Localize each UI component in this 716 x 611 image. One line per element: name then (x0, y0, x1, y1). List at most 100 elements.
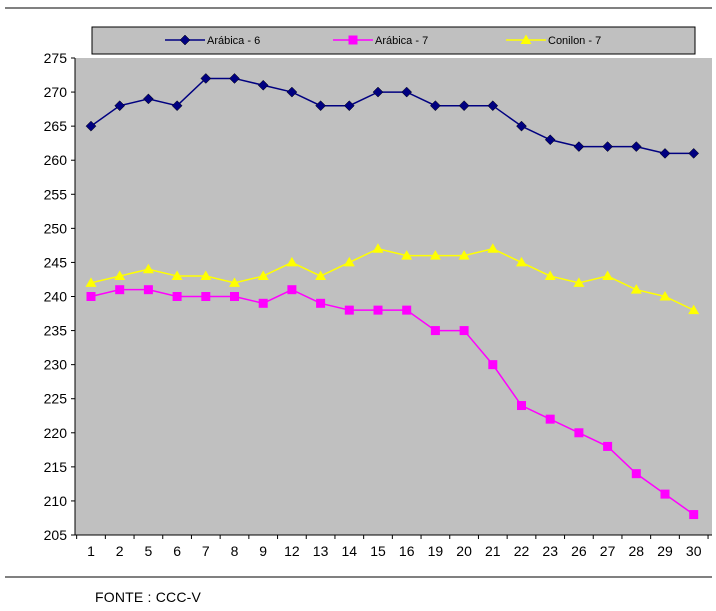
data-point (517, 401, 526, 411)
data-point (516, 120, 527, 132)
x-tick-label: 26 (571, 543, 587, 559)
data-point (258, 298, 268, 308)
data-point (114, 100, 126, 112)
data-point (372, 86, 384, 98)
x-tick-label: 6 (173, 543, 181, 559)
legend-box: Arábica - 6 Arábica - 7 Conilon - 7 (91, 26, 696, 55)
data-point (516, 256, 527, 267)
data-point (257, 79, 269, 91)
series-2 (86, 285, 699, 520)
data-point (315, 270, 327, 281)
x-tick-label: 27 (600, 543, 616, 559)
series-1 (85, 73, 700, 159)
data-point (688, 304, 700, 315)
data-point (286, 86, 298, 98)
x-tick-label: 8 (231, 543, 239, 559)
y-tick-label: 265 (44, 118, 68, 134)
data-point (660, 489, 670, 499)
series-3 (85, 243, 700, 315)
series-line (90, 248, 695, 311)
y-tick-label: 230 (44, 357, 68, 373)
legend-marker (179, 34, 191, 46)
x-tick-label: 7 (202, 543, 210, 559)
y-axis: 205 210 215 220 225 230 235 240 245 250 255 260 265 2… (44, 50, 76, 543)
data-point (630, 141, 642, 152)
data-point (545, 414, 555, 424)
data-point (488, 360, 498, 370)
x-tick-label: 28 (629, 543, 645, 559)
data-point (603, 441, 613, 451)
data-point (172, 292, 182, 301)
data-point (287, 285, 297, 295)
x-axis: 1 2 5 6 7 8 9 12 13 14 15 16 19 20 21 22 23 26 27 28 29 30 (75, 534, 712, 559)
data-point (85, 277, 97, 287)
data-point (430, 326, 440, 336)
data-point (229, 277, 240, 287)
y-tick-label: 205 (44, 527, 68, 543)
plot-area (75, 58, 712, 535)
y-tick-label: 225 (44, 391, 68, 407)
x-tick-label: 9 (259, 543, 267, 559)
data-point (429, 250, 441, 260)
legend-background (91, 26, 696, 55)
y-tick-label: 275 (44, 50, 68, 66)
data-point (200, 73, 212, 84)
data-point (143, 285, 153, 295)
data-point (373, 305, 383, 315)
x-tick-label: 13 (313, 543, 329, 559)
x-tick-label: 12 (284, 543, 300, 559)
data-point (286, 256, 298, 267)
data-point (689, 510, 699, 520)
legend-label: Arábica - 6 (207, 35, 260, 47)
data-point (230, 292, 239, 301)
data-point (659, 148, 671, 159)
data-point (86, 292, 96, 301)
y-tick-label: 235 (44, 323, 68, 339)
series-line (90, 288, 695, 516)
data-point (573, 141, 585, 152)
legend-label: Arábica - 7 (375, 35, 428, 47)
data-point (229, 73, 240, 84)
x-tick-label: 21 (485, 543, 501, 559)
data-point (573, 277, 585, 287)
source-note: FONTE : CCC-V (95, 589, 202, 605)
legend-item: Arábica - 7 (333, 35, 428, 47)
legend-marker (348, 35, 358, 45)
data-point (402, 305, 412, 315)
data-point (401, 250, 413, 260)
y-tick-label: 260 (44, 152, 68, 168)
data-point (574, 428, 584, 438)
data-point (143, 93, 154, 105)
data-point (401, 86, 413, 98)
y-tick-label: 210 (44, 493, 68, 509)
y-tick-label: 250 (44, 220, 68, 236)
x-tick-label: 30 (686, 543, 702, 559)
y-tick-label: 245 (44, 254, 68, 270)
x-tick-label: 22 (514, 543, 530, 559)
data-point (602, 270, 614, 281)
data-point (201, 292, 211, 301)
data-point (544, 134, 556, 146)
data-point (257, 270, 269, 281)
series-group (85, 73, 700, 520)
data-point (544, 270, 556, 281)
data-point (430, 100, 441, 112)
data-point (343, 256, 355, 267)
y-tick-label: 215 (44, 459, 68, 475)
data-point (344, 305, 354, 315)
x-tick-label: 2 (116, 543, 124, 559)
data-point (630, 284, 642, 294)
data-point (487, 100, 499, 112)
data-point (343, 100, 355, 112)
data-point (631, 469, 641, 479)
data-point (458, 100, 470, 112)
y-tick-label: 240 (44, 289, 68, 305)
data-point (602, 141, 613, 152)
legend-item: Conilon - 7 (506, 34, 601, 47)
x-tick-label: 29 (657, 543, 673, 559)
data-point (459, 326, 469, 336)
x-tick-label: 23 (542, 543, 558, 559)
data-point (114, 270, 126, 281)
x-tick-label: 14 (342, 543, 358, 559)
